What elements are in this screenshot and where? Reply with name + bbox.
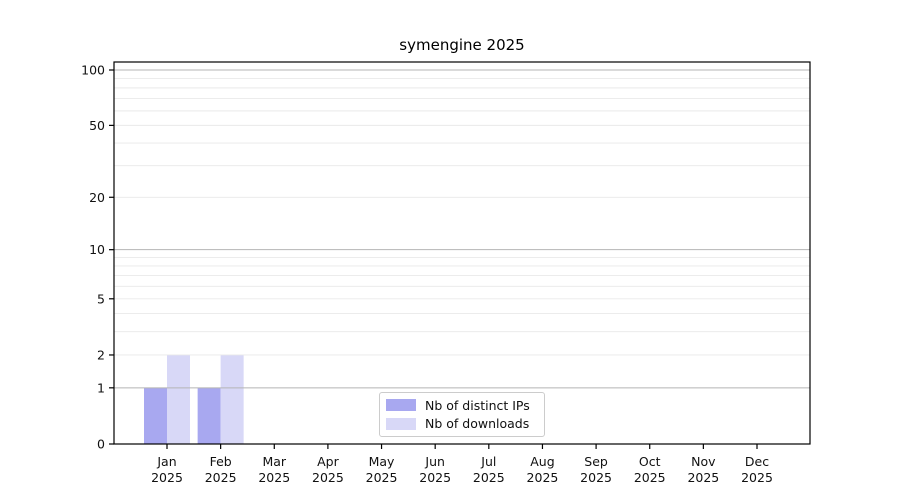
y-tick-label: 1: [97, 380, 105, 395]
bar-downloads: [167, 354, 190, 444]
x-tick-label-month: Aug: [530, 454, 554, 469]
x-tick-label-year: 2025: [258, 470, 290, 485]
x-tick-label-year: 2025: [419, 470, 451, 485]
x-tick-label-year: 2025: [366, 470, 398, 485]
y-tick-label: 100: [81, 63, 105, 78]
x-tick-label-month: Feb: [210, 454, 232, 469]
x-tick-label-year: 2025: [473, 470, 505, 485]
x-tick-label-month: Jul: [480, 454, 496, 469]
bar-distinct-ips: [144, 387, 167, 444]
x-tick-label-year: 2025: [205, 470, 237, 485]
bar-downloads: [220, 354, 244, 444]
x-tick-label-month: Jan: [156, 454, 176, 469]
x-tick-label-month: Nov: [691, 454, 716, 469]
x-tick-label-year: 2025: [687, 470, 719, 485]
x-tick-label-month: Jun: [424, 454, 445, 469]
x-tick-label-year: 2025: [634, 470, 666, 485]
x-tick-label-year: 2025: [527, 470, 559, 485]
axes-spines: [113, 61, 811, 445]
legend: Nb of distinct IPs Nb of downloads: [379, 392, 545, 437]
chart-title: symengine 2025: [399, 36, 525, 54]
x-tick-label-month: Sep: [584, 454, 608, 469]
x-tick-label-month: Mar: [262, 454, 286, 469]
x-tick-label-month: Dec: [745, 454, 769, 469]
x-tick-label-year: 2025: [151, 470, 183, 485]
legend-entry-downloads: Nb of downloads: [380, 415, 544, 432]
y-tick-label: 50: [89, 118, 105, 133]
y-tick-label: 5: [97, 291, 105, 306]
legend-swatch-downloads: [386, 417, 416, 430]
x-tick-label-year: 2025: [312, 470, 344, 485]
bar-distinct-ips: [197, 387, 221, 444]
y-tick-label: 10: [89, 242, 105, 257]
x-tick-label-month: Apr: [317, 454, 339, 469]
legend-label-distinct-ips: Nb of distinct IPs: [425, 397, 530, 413]
x-tick-label-month: May: [369, 454, 395, 469]
y-tick-label: 0: [97, 437, 105, 452]
y-tick-label: 2: [97, 347, 105, 362]
x-tick-label-year: 2025: [741, 470, 773, 485]
x-tick-label-month: Oct: [639, 454, 661, 469]
legend-label-downloads: Nb of downloads: [425, 416, 530, 432]
y-tick-label: 20: [89, 190, 105, 205]
x-tick-label-year: 2025: [580, 470, 612, 485]
legend-swatch-distinct-ips: [386, 399, 416, 412]
legend-entry-distinct-ips: Nb of distinct IPs: [380, 397, 544, 414]
